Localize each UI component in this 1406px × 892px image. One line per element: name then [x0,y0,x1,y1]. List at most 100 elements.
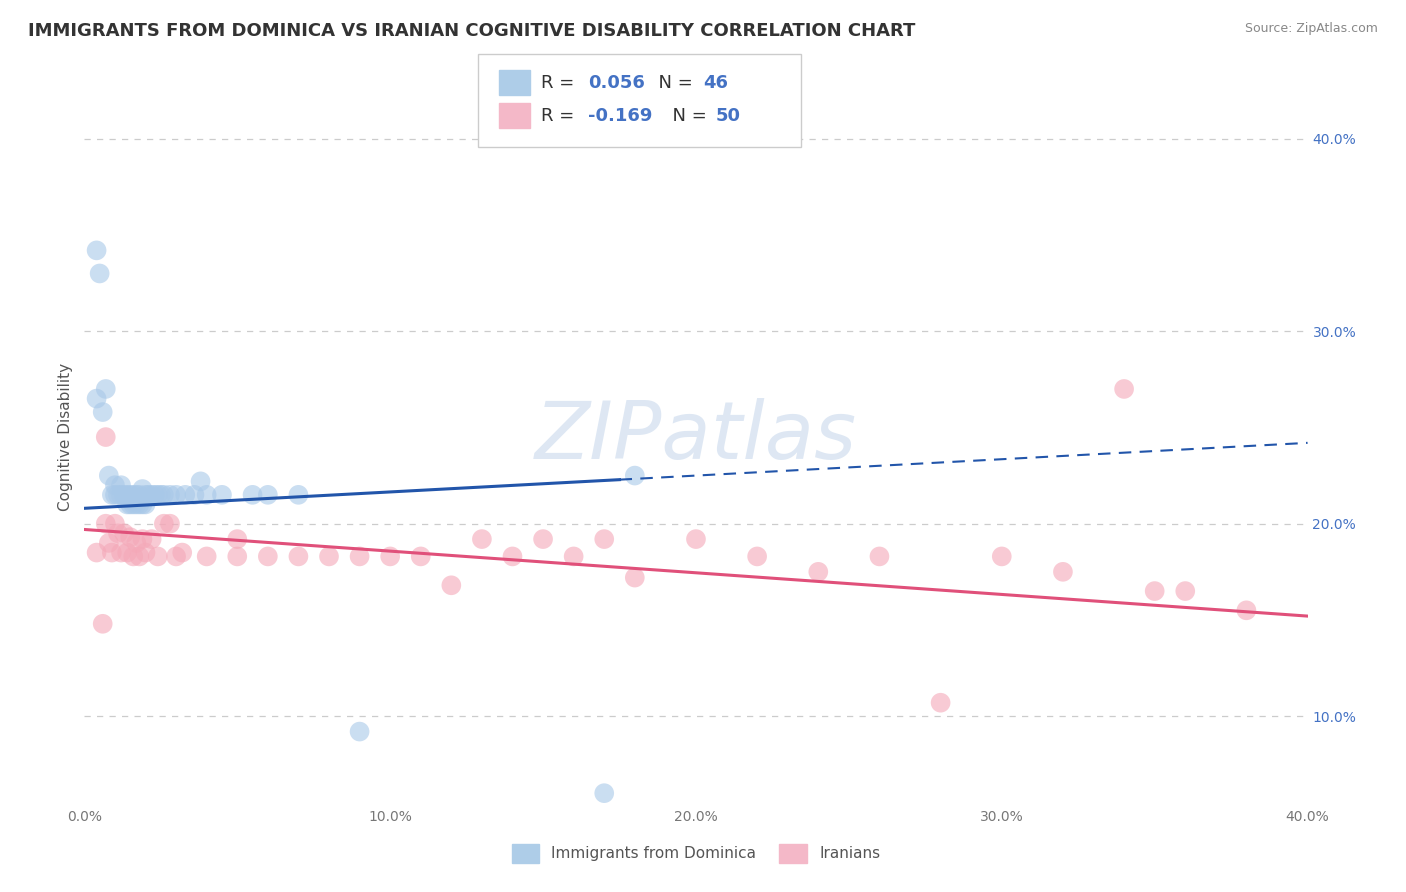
Point [146,488,169,502]
Point [97,468,120,483]
Point [1174,584,1197,599]
Point [110,545,132,559]
Point [165,549,187,564]
Point [128,498,150,512]
Point [211,488,233,502]
Point [153,488,176,502]
Point [471,532,494,546]
Point [226,549,249,564]
Legend: Immigrants from Dominica, Iranians: Immigrants from Dominica, Iranians [506,838,886,869]
Point [869,549,891,564]
Point [242,488,264,502]
Point [195,549,218,564]
Point [107,488,129,502]
Point [153,516,176,531]
Point [94,430,117,444]
Point [131,532,153,546]
Point [89,267,111,281]
Point [112,526,135,541]
Point [125,488,148,502]
Point [287,549,309,564]
Point [172,545,194,559]
Point [747,549,769,564]
Point [593,532,616,546]
Point [110,488,132,502]
Point [115,488,138,502]
Point [135,545,157,559]
Point [128,549,150,564]
Point [226,532,249,546]
Point [104,478,127,492]
Text: 46: 46 [703,74,728,92]
Point [120,498,142,512]
Point [440,578,463,592]
Point [141,488,163,502]
Point [104,488,127,502]
Point [101,545,124,559]
Point [146,549,169,564]
Point [257,488,280,502]
Point [107,526,129,541]
Text: ZIPatlas: ZIPatlas [534,398,858,476]
Point [120,530,142,544]
Point [141,532,163,546]
Point [94,516,117,531]
Text: N =: N = [661,107,713,125]
Text: IMMIGRANTS FROM DOMINICA VS IRANIAN COGNITIVE DISABILITY CORRELATION CHART: IMMIGRANTS FROM DOMINICA VS IRANIAN COGN… [28,22,915,40]
Point [122,549,145,564]
Text: 50: 50 [716,107,741,125]
Point [125,498,148,512]
Point [929,696,952,710]
Point [257,549,280,564]
Point [86,392,108,406]
Point [165,488,187,502]
Point [110,478,132,492]
Point [94,382,117,396]
Point [380,549,402,564]
Point [91,616,114,631]
Point [97,536,120,550]
Point [112,488,135,502]
Point [122,498,145,512]
Point [624,468,647,483]
Point [174,488,197,502]
Point [502,549,524,564]
Point [287,488,309,502]
Point [624,571,647,585]
Y-axis label: Cognitive Disability: Cognitive Disability [58,363,73,511]
Point [183,488,205,502]
Point [349,724,371,739]
Point [1052,565,1074,579]
Point [125,536,148,550]
Point [128,488,150,502]
Point [131,482,153,496]
Point [86,545,108,559]
Point [1236,603,1258,617]
Point [149,488,172,502]
Text: R =: R = [541,107,581,125]
Point [138,488,160,502]
Point [807,565,830,579]
Point [101,488,124,502]
Text: -0.169: -0.169 [588,107,652,125]
Text: N =: N = [647,74,699,92]
Point [159,516,181,531]
Point [349,549,371,564]
Point [120,488,142,502]
Point [409,549,432,564]
Point [115,498,138,512]
Point [1143,584,1166,599]
Point [143,488,166,502]
Point [531,532,554,546]
Point [91,405,114,419]
Point [115,545,138,559]
Point [159,488,181,502]
Point [135,488,157,502]
Point [991,549,1014,564]
Point [1114,382,1136,396]
Point [318,549,340,564]
Point [685,532,707,546]
Point [104,516,127,531]
Point [190,475,212,489]
Text: Source: ZipAtlas.com: Source: ZipAtlas.com [1244,22,1378,36]
